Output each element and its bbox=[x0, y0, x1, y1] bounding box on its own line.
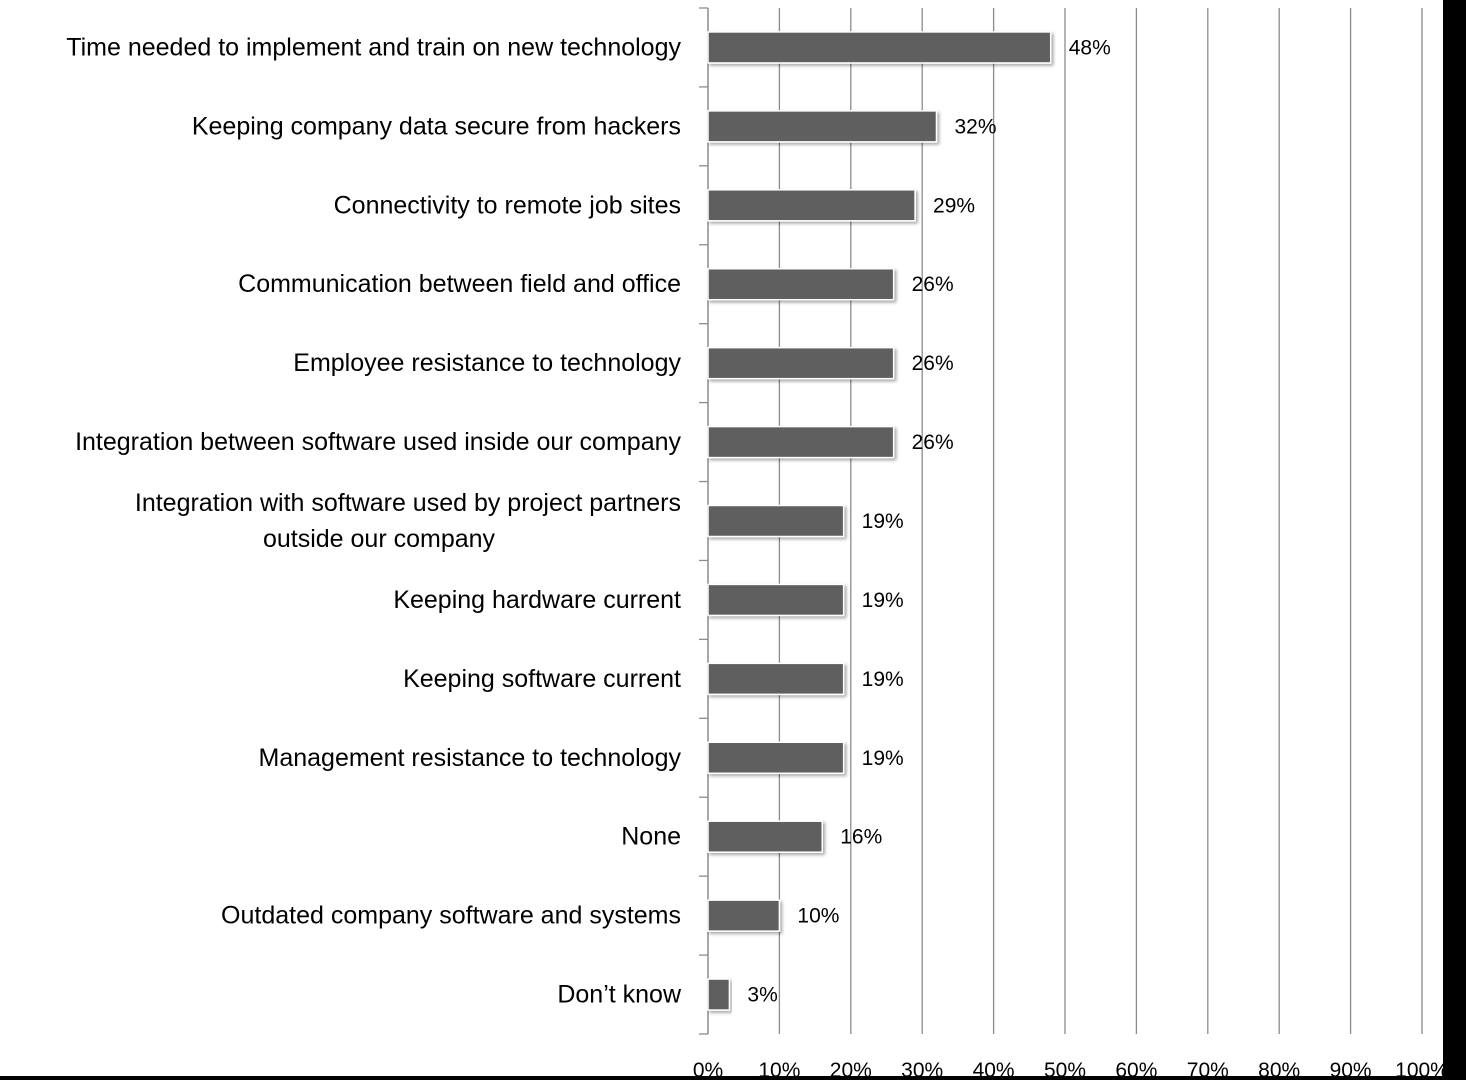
value-label: 48% bbox=[1069, 36, 1111, 59]
value-label: 19% bbox=[862, 589, 904, 612]
bar-6 bbox=[707, 504, 845, 538]
category-label: Communication between field and office bbox=[238, 270, 681, 298]
bar-8 bbox=[707, 662, 845, 696]
bar-10 bbox=[707, 820, 823, 853]
value-label: 10% bbox=[797, 905, 839, 928]
category-label: Employee resistance to technology bbox=[293, 349, 681, 377]
value-label: 3% bbox=[747, 984, 777, 1007]
bar-12 bbox=[707, 978, 731, 1011]
category-label: Integration between software used inside… bbox=[75, 428, 681, 456]
frame-right-border bbox=[1443, 0, 1466, 1080]
value-label: 19% bbox=[862, 668, 904, 691]
bar-3 bbox=[707, 267, 895, 301]
bar-4 bbox=[707, 346, 895, 380]
value-labels: 48% 32% 29% 26% 26% 26% 19% 19% 19% 19% 16% 10% 3% bbox=[747, 36, 1110, 1006]
category-axis bbox=[699, 7, 709, 1035]
category-label: Keeping software current bbox=[403, 665, 681, 693]
bar-5 bbox=[707, 425, 895, 459]
category-label: Don’t know bbox=[557, 981, 682, 1009]
value-label: 26% bbox=[912, 431, 954, 454]
bar-11 bbox=[707, 899, 781, 932]
category-labels: Time needed to implement and train on ne… bbox=[66, 33, 682, 1008]
category-label: None bbox=[621, 823, 681, 851]
category-label: Connectivity to remote job sites bbox=[334, 191, 681, 219]
value-label: 26% bbox=[912, 352, 954, 375]
category-label: Keeping company data secure from hackers bbox=[192, 112, 681, 140]
category-label: Management resistance to technology bbox=[259, 744, 682, 772]
category-label: Keeping hardware current bbox=[393, 586, 681, 614]
category-label: Outdated company software and systems bbox=[221, 902, 681, 930]
value-label: 19% bbox=[862, 510, 904, 533]
gridlines bbox=[778, 8, 1423, 1034]
bar-0 bbox=[707, 31, 1052, 64]
bar-7 bbox=[707, 583, 845, 617]
category-label: outside our company bbox=[263, 525, 496, 553]
value-label: 16% bbox=[840, 826, 882, 849]
category-label: Integration with software used by projec… bbox=[135, 489, 681, 517]
value-label: 19% bbox=[862, 747, 904, 770]
frame-bottom-border bbox=[0, 1076, 1466, 1080]
bar-1 bbox=[707, 110, 938, 143]
bar-9 bbox=[707, 741, 845, 775]
value-label: 32% bbox=[954, 115, 996, 138]
category-label: Time needed to implement and train on ne… bbox=[66, 33, 681, 61]
value-label: 26% bbox=[912, 273, 954, 296]
value-label: 29% bbox=[933, 194, 975, 217]
bar-2 bbox=[707, 189, 916, 222]
bars bbox=[707, 31, 1052, 1011]
